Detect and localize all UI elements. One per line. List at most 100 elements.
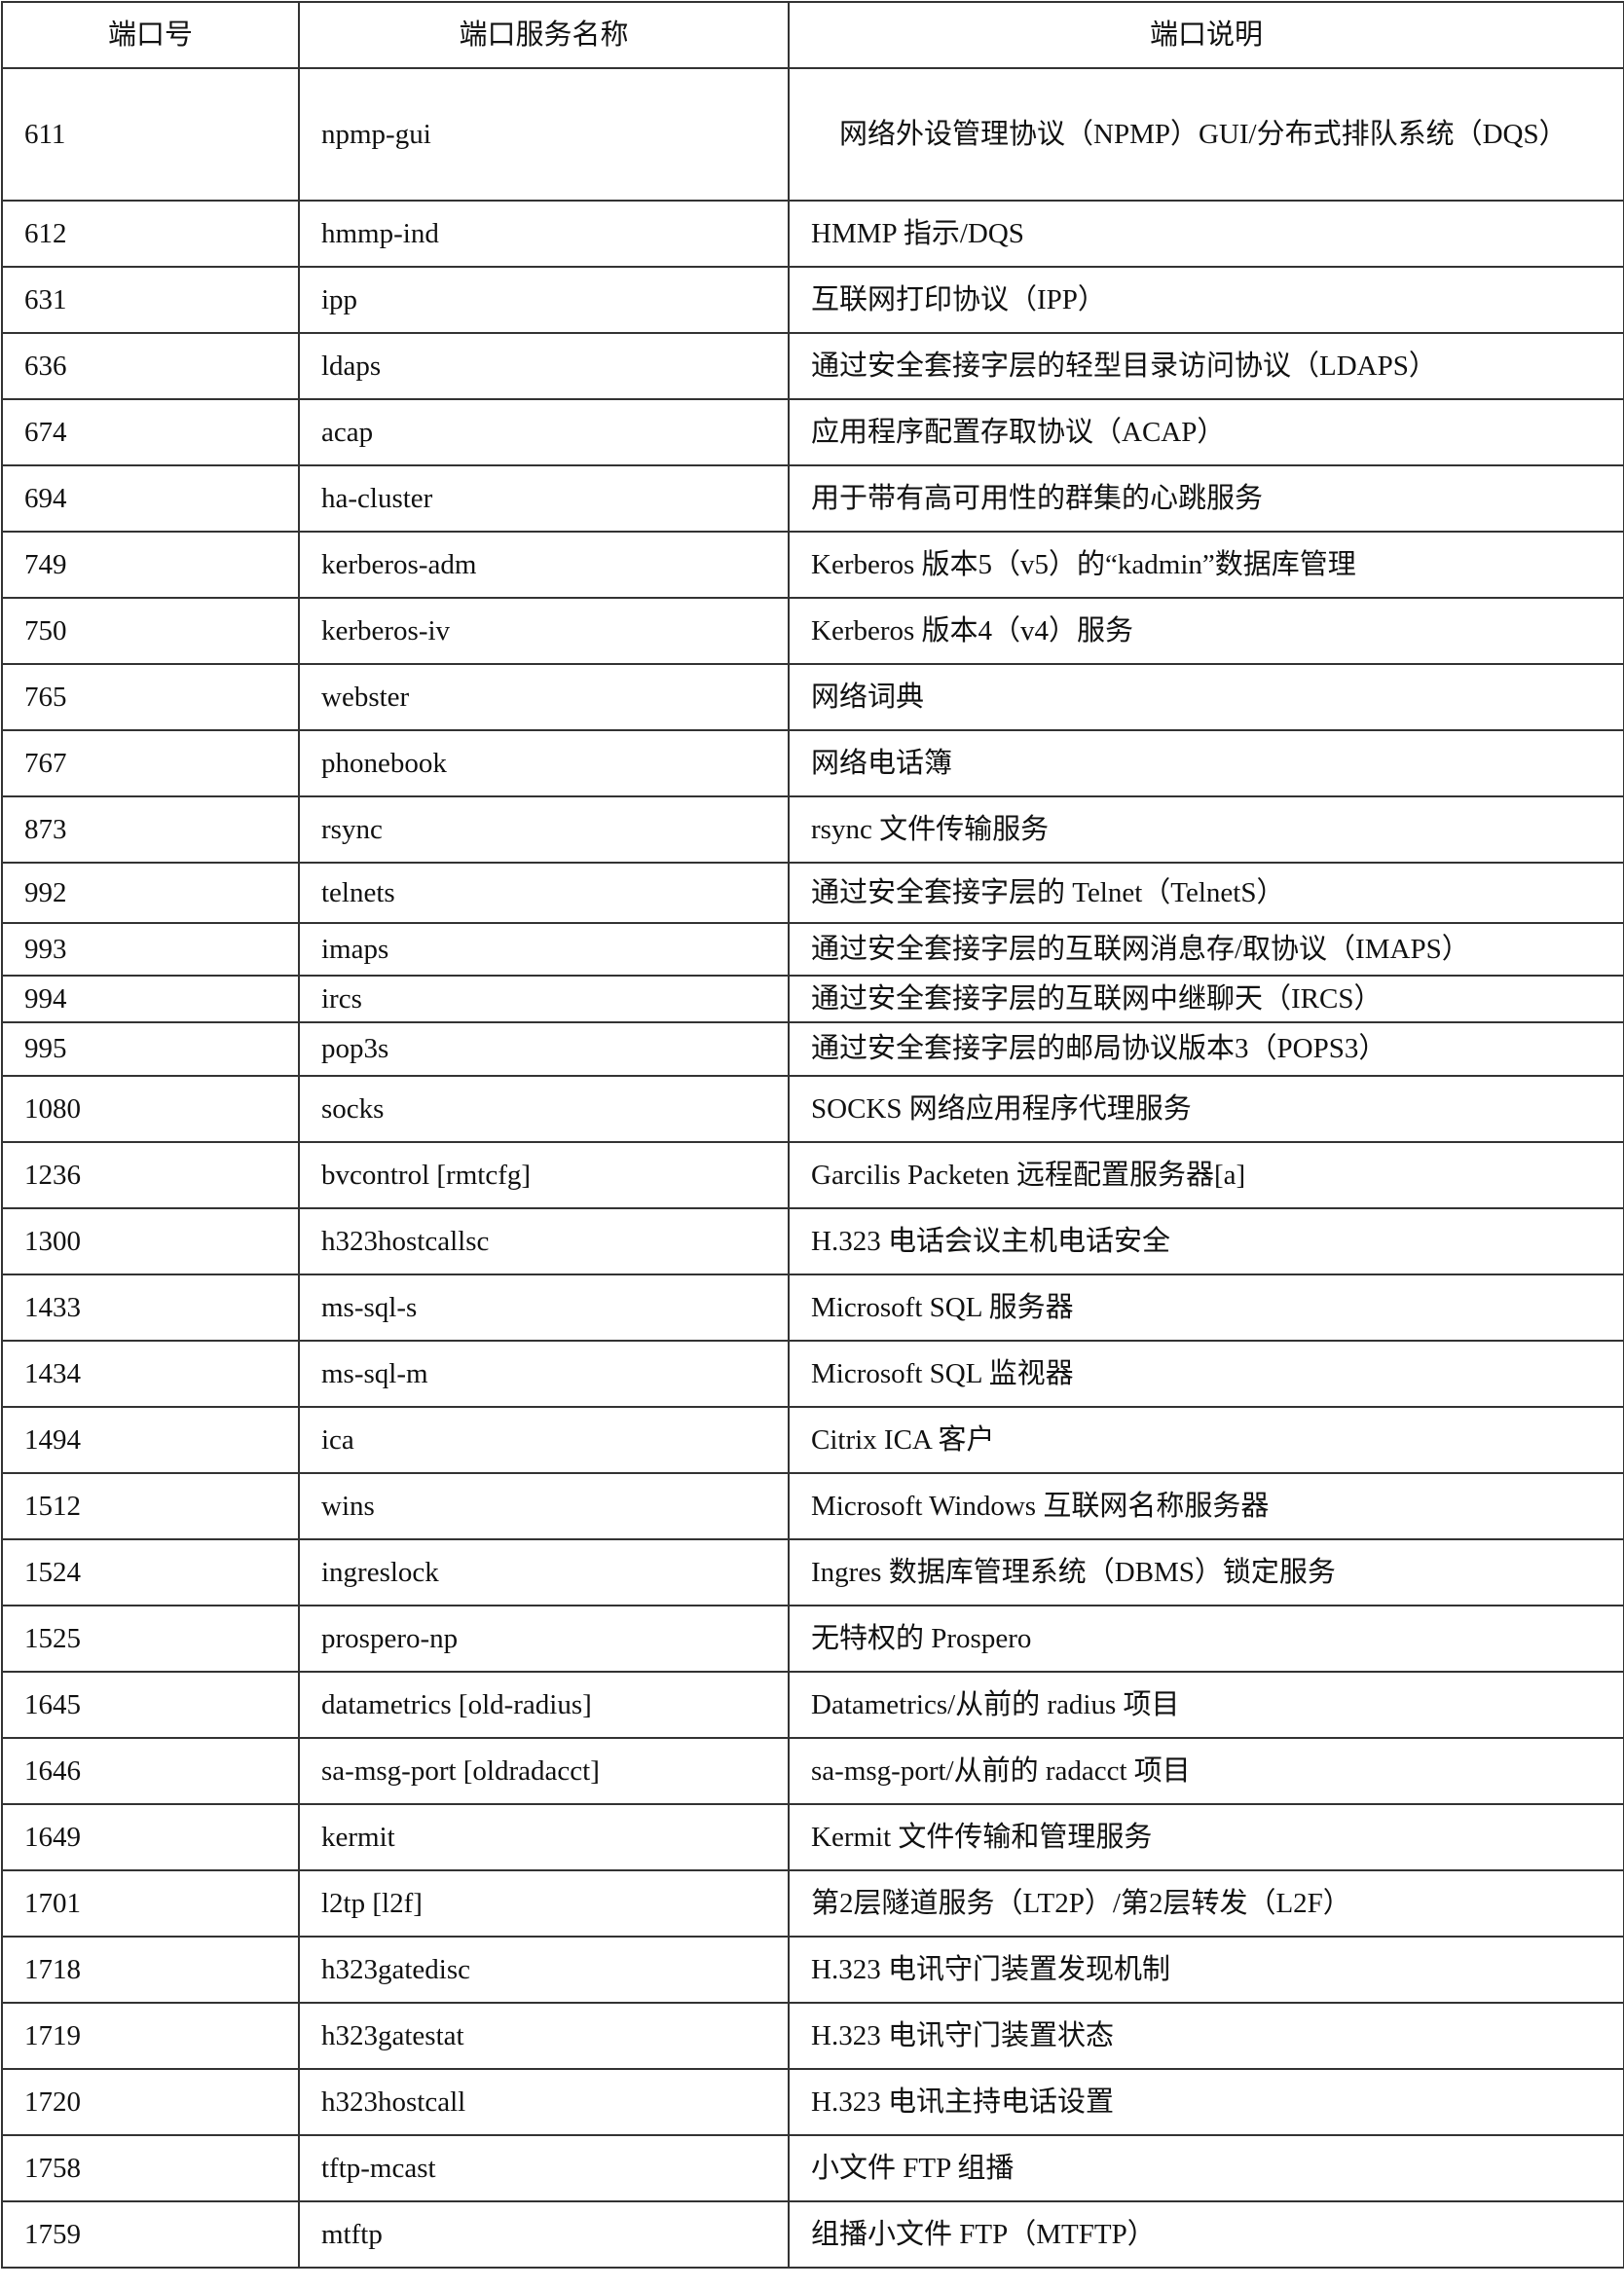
description-cell: 无特权的 Prospero xyxy=(788,1605,1624,1673)
description-cell: HMMP 指示/DQS xyxy=(788,200,1624,268)
service-cell: kermit xyxy=(298,1803,790,1871)
port-cell: 1645 xyxy=(1,1671,300,1739)
table-row: 993 imaps 通过安全套接字层的互联网消息存/取协议（IMAPS） xyxy=(1,922,1624,977)
service-cell: ircs xyxy=(298,975,790,1023)
table-row: 1720 h323hostcall H.323 电讯主持电话设置 xyxy=(1,2068,1624,2136)
port-cell: 749 xyxy=(1,531,300,599)
port-cell: 674 xyxy=(1,398,300,466)
description-cell: 互联网打印协议（IPP） xyxy=(788,266,1624,334)
table-row: 1524 ingreslock Ingres 数据库管理系统（DBMS）锁定服务 xyxy=(1,1538,1624,1606)
service-cell: hmmp-ind xyxy=(298,200,790,268)
service-cell: telnets xyxy=(298,862,790,924)
description-cell: 用于带有高可用性的群集的心跳服务 xyxy=(788,464,1624,533)
table-row: 1649 kermit Kermit 文件传输和管理服务 xyxy=(1,1803,1624,1871)
description-cell: Kerberos 版本5（v5）的“kadmin”数据库管理 xyxy=(788,531,1624,599)
table-row: 1525 prospero-np 无特权的 Prospero xyxy=(1,1605,1624,1673)
service-cell: wins xyxy=(298,1472,790,1540)
service-cell: h323hostcallsc xyxy=(298,1207,790,1275)
port-cell: 1646 xyxy=(1,1737,300,1805)
description-cell: Microsoft SQL 服务器 xyxy=(788,1274,1624,1342)
description-cell: Datametrics/从前的 radius 项目 xyxy=(788,1671,1624,1739)
table-row: 1718 h323gatedisc H.323 电讯守门装置发现机制 xyxy=(1,1936,1624,2004)
port-cell: 1759 xyxy=(1,2200,300,2269)
port-cell: 994 xyxy=(1,975,300,1023)
service-cell: ha-cluster xyxy=(298,464,790,533)
table-row: 750 kerberos-iv Kerberos 版本4（v4）服务 xyxy=(1,597,1624,665)
port-cell: 1718 xyxy=(1,1936,300,2004)
description-cell: 通过安全套接字层的轻型目录访问协议（LDAPS） xyxy=(788,332,1624,400)
description-cell: H.323 电讯主持电话设置 xyxy=(788,2068,1624,2136)
table-row: 992 telnets 通过安全套接字层的 Telnet（TelnetS） xyxy=(1,862,1624,924)
port-cell: 611 xyxy=(1,67,300,202)
port-cell: 631 xyxy=(1,266,300,334)
table-row: 631 ipp 互联网打印协议（IPP） xyxy=(1,266,1624,334)
description-cell: Garcilis Packeten 远程配置服务器[a] xyxy=(788,1141,1624,1209)
service-cell: tftp-mcast xyxy=(298,2134,790,2202)
table-row: 1236 bvcontrol [rmtcfg] Garcilis Packeten … xyxy=(1,1141,1624,1209)
service-cell: rsync xyxy=(298,795,790,864)
port-cell: 1525 xyxy=(1,1605,300,1673)
description-cell: Ingres 数据库管理系统（DBMS）锁定服务 xyxy=(788,1538,1624,1606)
table-row: 636 ldaps 通过安全套接字层的轻型目录访问协议（LDAPS） xyxy=(1,332,1624,400)
service-cell: h323gatedisc xyxy=(298,1936,790,2004)
table-header-row: 端口号 端口服务名称 端口说明 xyxy=(1,1,1624,69)
table-row: 1433 ms-sql-s Microsoft SQL 服务器 xyxy=(1,1274,1624,1342)
port-cell: 1719 xyxy=(1,2002,300,2070)
port-cell: 992 xyxy=(1,862,300,924)
service-cell: kerberos-adm xyxy=(298,531,790,599)
table-row: 994 ircs 通过安全套接字层的互联网中继聊天（IRCS） xyxy=(1,975,1624,1023)
table-row: 674 acap 应用程序配置存取协议（ACAP） xyxy=(1,398,1624,466)
port-cell: 1649 xyxy=(1,1803,300,1871)
description-cell: H.323 电话会议主机电话安全 xyxy=(788,1207,1624,1275)
description-cell: Kerberos 版本4（v4）服务 xyxy=(788,597,1624,665)
table-row: 765 webster 网络词典 xyxy=(1,663,1624,731)
description-cell: 通过安全套接字层的互联网消息存/取协议（IMAPS） xyxy=(788,922,1624,977)
service-cell: sa-msg-port [oldradacct] xyxy=(298,1737,790,1805)
port-cell: 1236 xyxy=(1,1141,300,1209)
table-row: 611 npmp-gui 网络外设管理协议（NPMP）GUI/分布式排队系统（DQ… xyxy=(1,67,1624,202)
table-row: 1434 ms-sql-m Microsoft SQL 监视器 xyxy=(1,1340,1624,1408)
service-cell: kerberos-iv xyxy=(298,597,790,665)
description-cell: H.323 电讯守门装置状态 xyxy=(788,2002,1624,2070)
description-cell: 组播小文件 FTP（MTFTP） xyxy=(788,2200,1624,2269)
port-cell: 1300 xyxy=(1,1207,300,1275)
description-cell: Microsoft SQL 监视器 xyxy=(788,1340,1624,1408)
port-cell: 750 xyxy=(1,597,300,665)
service-cell: acap xyxy=(298,398,790,466)
port-cell: 873 xyxy=(1,795,300,864)
service-cell: ms-sql-s xyxy=(298,1274,790,1342)
table-row: 694 ha-cluster 用于带有高可用性的群集的心跳服务 xyxy=(1,464,1624,533)
service-cell: prospero-np xyxy=(298,1605,790,1673)
service-cell: imaps xyxy=(298,922,790,977)
description-cell: H.323 电讯守门装置发现机制 xyxy=(788,1936,1624,2004)
description-cell: SOCKS 网络应用程序代理服务 xyxy=(788,1075,1624,1143)
service-cell: ipp xyxy=(298,266,790,334)
port-cell: 1494 xyxy=(1,1406,300,1474)
table-row: 1300 h323hostcallsc H.323 电话会议主机电话安全 xyxy=(1,1207,1624,1275)
table-row: 1701 l2tp [l2f] 第2层隧道服务（LT2P）/第2层转发（L2F） xyxy=(1,1869,1624,1938)
service-cell: pop3s xyxy=(298,1021,790,1077)
port-cell: 993 xyxy=(1,922,300,977)
port-cell: 1080 xyxy=(1,1075,300,1143)
port-cell: 694 xyxy=(1,464,300,533)
table-row: 873 rsync rsync 文件传输服务 xyxy=(1,795,1624,864)
port-cell: 1512 xyxy=(1,1472,300,1540)
service-cell: ms-sql-m xyxy=(298,1340,790,1408)
service-cell: datametrics [old-radius] xyxy=(298,1671,790,1739)
description-cell: 通过安全套接字层的邮局协议版本3（POPS3） xyxy=(788,1021,1624,1077)
table-row: 767 phonebook 网络电话簿 xyxy=(1,729,1624,797)
service-cell: webster xyxy=(298,663,790,731)
header-description: 端口说明 xyxy=(788,1,1624,69)
table-row: 1758 tftp-mcast 小文件 FTP 组播 xyxy=(1,2134,1624,2202)
service-cell: bvcontrol [rmtcfg] xyxy=(298,1141,790,1209)
port-cell: 636 xyxy=(1,332,300,400)
description-cell: rsync 文件传输服务 xyxy=(788,795,1624,864)
service-cell: mtftp xyxy=(298,2200,790,2269)
service-cell: l2tp [l2f] xyxy=(298,1869,790,1938)
table-row: 1645 datametrics [old-radius] Datametrics/… xyxy=(1,1671,1624,1739)
table-row: 1512 wins Microsoft Windows 互联网名称服务器 xyxy=(1,1472,1624,1540)
description-cell: Microsoft Windows 互联网名称服务器 xyxy=(788,1472,1624,1540)
service-cell: socks xyxy=(298,1075,790,1143)
service-cell: h323hostcall xyxy=(298,2068,790,2136)
